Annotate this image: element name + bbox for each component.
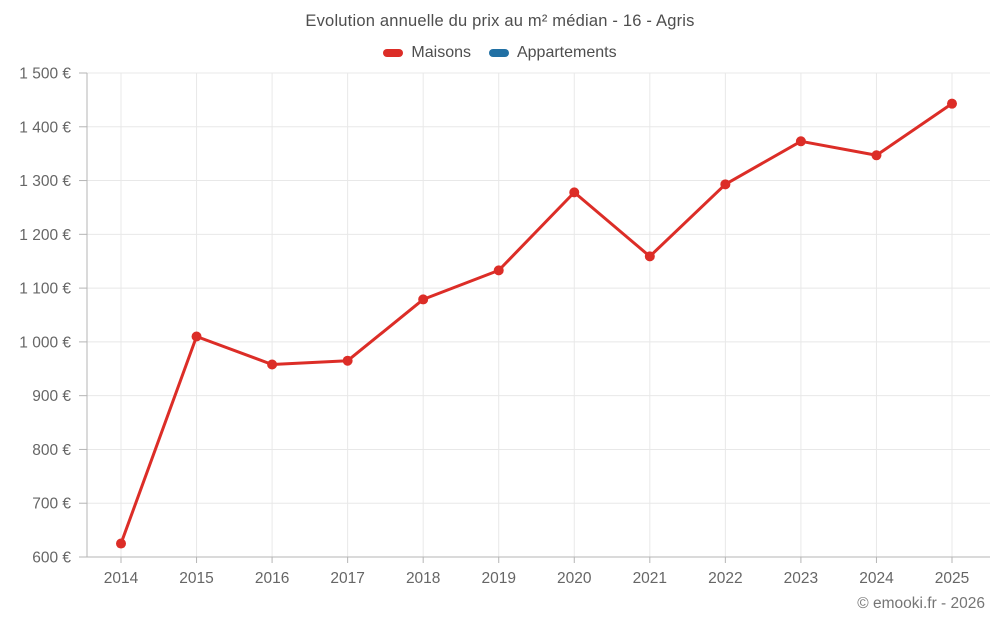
x-axis-label: 2014 <box>104 570 139 587</box>
y-axis-label: 1 300 € <box>19 173 71 190</box>
maisons-point-2014[interactable] <box>116 538 126 549</box>
y-axis-label: 1 200 € <box>19 227 71 244</box>
y-axis-label: 1 000 € <box>19 334 71 351</box>
maisons-point-2021[interactable] <box>644 251 655 262</box>
y-axis-label: 1 500 € <box>19 66 71 83</box>
x-axis-label: 2020 <box>557 570 592 587</box>
y-axis-label: 800 € <box>32 442 71 459</box>
y-axis-label: 1 100 € <box>19 281 71 298</box>
maisons-point-2016[interactable] <box>267 359 278 370</box>
maisons-point-2015[interactable] <box>191 331 202 342</box>
maisons-point-2020[interactable] <box>569 187 580 198</box>
x-axis-label: 2025 <box>935 570 969 587</box>
x-axis-label: 2022 <box>708 570 742 587</box>
appartements-swatch <box>488 49 509 57</box>
maisons-line <box>119 102 954 546</box>
maisons-point-2017[interactable] <box>342 355 353 366</box>
maisons-point-2018[interactable] <box>418 294 429 305</box>
x-axis-label: 2023 <box>784 570 818 587</box>
maisons-point-2022[interactable] <box>720 179 731 190</box>
copyright: © emooki.fr - 2026 <box>857 595 985 612</box>
x-axis-label: 2021 <box>633 570 667 587</box>
legend-item-appartements[interactable]: Appartements <box>488 44 617 62</box>
y-axis-label: 700 € <box>32 496 71 513</box>
maisons-point-2025[interactable] <box>946 98 957 109</box>
legend-item-maisons[interactable]: Maisons <box>383 44 471 62</box>
chart-title: Evolution annuelle du prix au m² médian … <box>305 12 695 30</box>
maisons-point-2019[interactable] <box>493 265 504 276</box>
legend-label-appartements: Appartements <box>516 44 617 61</box>
legend: Maisons Appartements <box>0 44 1000 62</box>
x-axis-label: 2018 <box>406 570 440 587</box>
x-axis-label: 2017 <box>330 570 364 587</box>
maisons-point-2023[interactable] <box>795 136 806 147</box>
y-axis-label: 600 € <box>32 550 71 567</box>
x-axis-label: 2024 <box>859 570 894 587</box>
y-axis-label: 1 400 € <box>19 119 71 136</box>
maisons-swatch <box>383 49 404 57</box>
x-axis-label: 2015 <box>179 570 213 587</box>
legend-label-maisons: Maisons <box>411 44 471 61</box>
maisons-point-2024[interactable] <box>871 150 882 161</box>
x-axis-label: 2016 <box>255 570 289 587</box>
y-axis-label: 900 € <box>32 388 71 405</box>
x-axis-label: 2019 <box>481 570 515 587</box>
